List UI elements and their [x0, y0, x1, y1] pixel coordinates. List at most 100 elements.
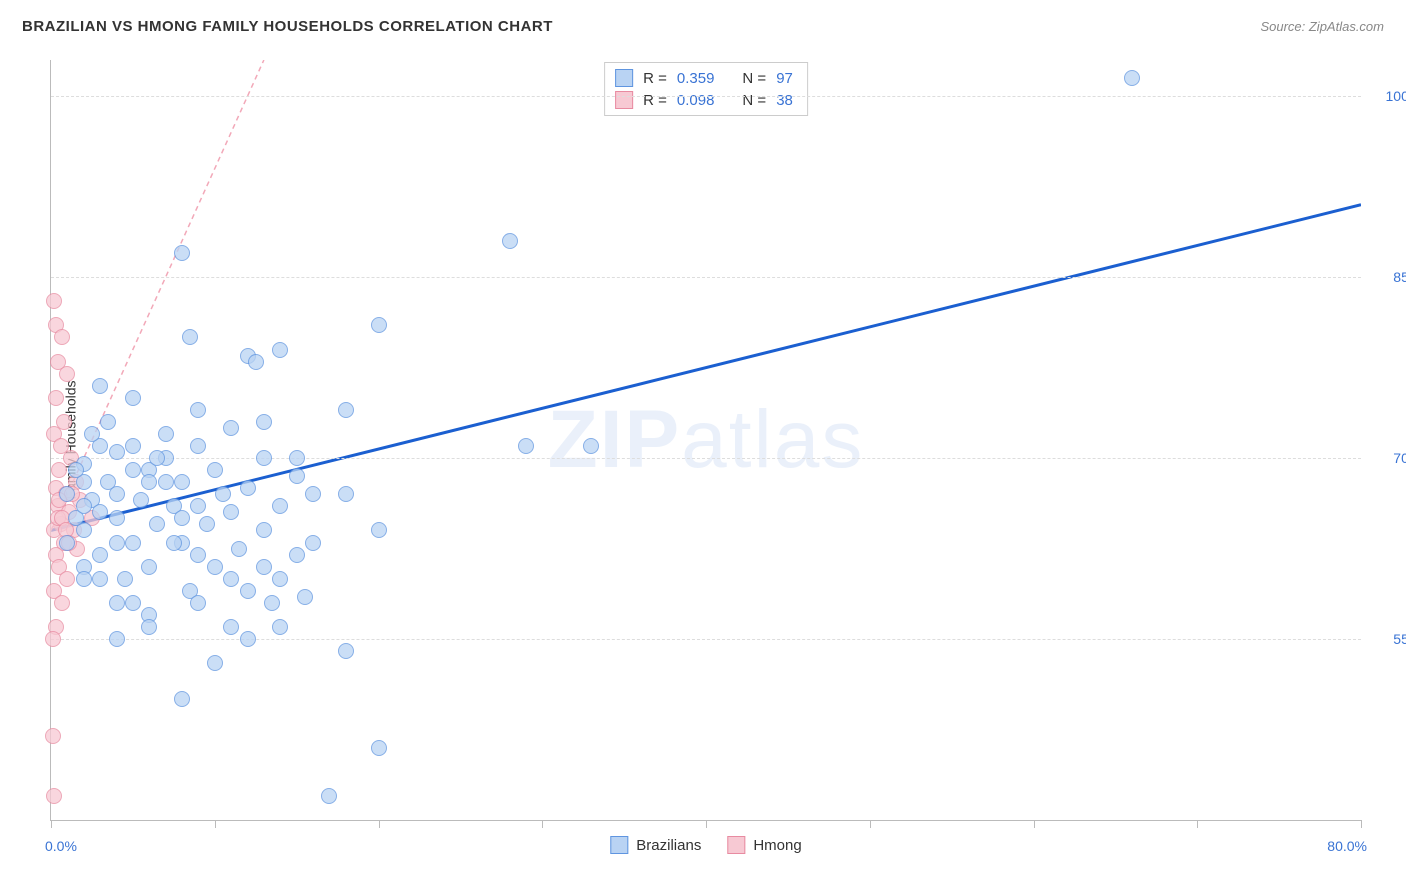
scatter-point — [207, 559, 223, 575]
trend-lines-layer — [51, 60, 1361, 820]
legend-swatch-brazilians — [615, 69, 633, 87]
legend-swatch-hmong — [727, 836, 745, 854]
gridline-horizontal — [51, 96, 1361, 97]
x-tick — [1361, 820, 1362, 828]
n-label: N = — [742, 92, 766, 109]
scatter-point — [305, 486, 321, 502]
scatter-point — [518, 438, 534, 454]
scatter-point — [109, 444, 125, 460]
legend-swatch-hmong — [615, 91, 633, 109]
x-tick — [1034, 820, 1035, 828]
scatter-point — [190, 498, 206, 514]
scatter-point — [231, 541, 247, 557]
x-tick — [542, 820, 543, 828]
scatter-point — [199, 516, 215, 532]
x-tick — [706, 820, 707, 828]
series-name-hmong: Hmong — [753, 837, 801, 854]
correlation-legend-row-hmong: R = 0.098 N = 38 — [615, 89, 793, 111]
y-tick-label: 100.0% — [1369, 88, 1406, 104]
scatter-point — [174, 245, 190, 261]
n-label: N = — [742, 70, 766, 87]
scatter-point — [59, 486, 75, 502]
watermark-rest: atlas — [681, 394, 864, 485]
scatter-point — [305, 535, 321, 551]
scatter-point — [297, 589, 313, 605]
gridline-horizontal — [51, 458, 1361, 459]
scatter-point — [240, 480, 256, 496]
scatter-point — [46, 788, 62, 804]
x-tick-label-min: 0.0% — [45, 838, 77, 854]
series-name-brazilians: Brazilians — [636, 837, 701, 854]
scatter-point — [109, 631, 125, 647]
scatter-point — [84, 426, 100, 442]
scatter-point — [371, 317, 387, 333]
scatter-point — [109, 510, 125, 526]
scatter-point — [190, 438, 206, 454]
source-label: Source: — [1260, 19, 1308, 34]
scatter-point — [117, 571, 133, 587]
scatter-point — [371, 740, 387, 756]
r-label: R = — [643, 70, 667, 87]
n-value-brazilians: 97 — [776, 70, 793, 87]
scatter-point — [371, 522, 387, 538]
scatter-point — [59, 535, 75, 551]
scatter-point — [59, 366, 75, 382]
scatter-point — [158, 474, 174, 490]
scatter-point — [92, 547, 108, 563]
x-tick-label-max: 80.0% — [1327, 838, 1367, 854]
r-label: R = — [643, 92, 667, 109]
scatter-point — [223, 571, 239, 587]
scatter-point — [149, 450, 165, 466]
scatter-point — [54, 329, 70, 345]
scatter-point — [125, 595, 141, 611]
scatter-point — [583, 438, 599, 454]
r-value-brazilians: 0.359 — [677, 70, 715, 87]
scatter-point — [125, 462, 141, 478]
scatter-point — [240, 583, 256, 599]
scatter-point — [174, 691, 190, 707]
scatter-point — [141, 559, 157, 575]
x-tick — [1197, 820, 1198, 828]
x-tick — [215, 820, 216, 828]
correlation-legend-row-brazilians: R = 0.359 N = 97 — [615, 67, 793, 89]
scatter-point — [272, 571, 288, 587]
scatter-point — [92, 378, 108, 394]
scatter-point — [133, 492, 149, 508]
scatter-point — [1124, 70, 1140, 86]
gridline-horizontal — [51, 277, 1361, 278]
series-legend-item-brazilians: Brazilians — [610, 836, 701, 854]
scatter-point — [158, 426, 174, 442]
scatter-point — [289, 450, 305, 466]
scatter-point — [45, 631, 61, 647]
scatter-point — [46, 293, 62, 309]
scatter-point — [182, 329, 198, 345]
scatter-point — [272, 342, 288, 358]
scatter-point — [92, 504, 108, 520]
scatter-point — [240, 631, 256, 647]
scatter-point — [53, 438, 69, 454]
scatter-point — [223, 420, 239, 436]
scatter-point — [166, 535, 182, 551]
y-tick-label: 70.0% — [1369, 450, 1406, 466]
scatter-point — [248, 354, 264, 370]
scatter-point — [125, 438, 141, 454]
scatter-point — [215, 486, 231, 502]
scatter-point — [256, 559, 272, 575]
scatter-point — [51, 462, 67, 478]
scatter-point — [256, 450, 272, 466]
y-tick-label: 85.0% — [1369, 269, 1406, 285]
scatter-point — [321, 788, 337, 804]
scatter-point — [100, 414, 116, 430]
scatter-point — [125, 535, 141, 551]
scatter-point — [338, 643, 354, 659]
scatter-point — [190, 595, 206, 611]
scatter-point — [45, 728, 61, 744]
scatter-plot-area: ZIPatlas Family Households R = 0.359 N =… — [50, 60, 1361, 821]
scatter-point — [264, 595, 280, 611]
correlation-legend-box: R = 0.359 N = 97 R = 0.098 N = 38 — [604, 62, 808, 116]
scatter-point — [48, 390, 64, 406]
scatter-point — [223, 619, 239, 635]
scatter-point — [76, 571, 92, 587]
scatter-point — [149, 516, 165, 532]
scatter-point — [190, 402, 206, 418]
